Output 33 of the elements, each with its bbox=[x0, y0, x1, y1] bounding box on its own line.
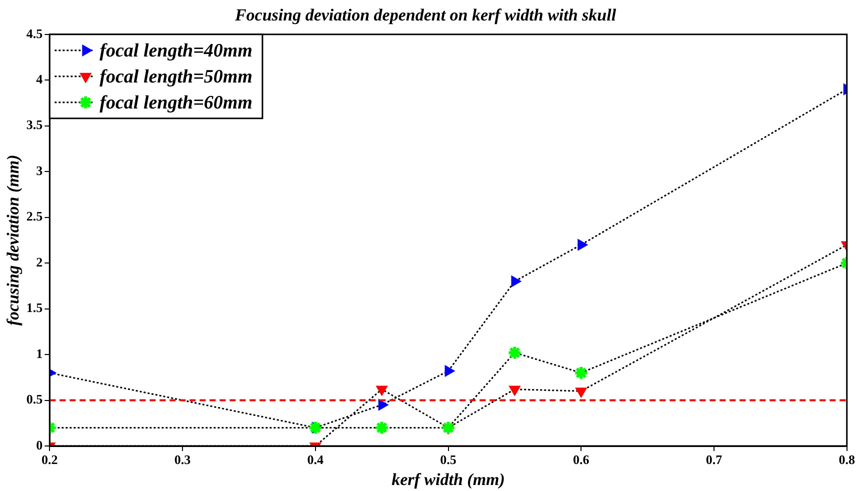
point bbox=[511, 276, 522, 288]
x-tick-label: 0.4 bbox=[307, 452, 324, 468]
x-tick-label: 0.3 bbox=[174, 452, 192, 468]
legend-label: focal length=60mm bbox=[100, 92, 252, 114]
point bbox=[440, 420, 456, 436]
point bbox=[444, 365, 455, 377]
legend-label: focal length=40mm bbox=[100, 40, 252, 62]
point bbox=[507, 345, 522, 360]
chart-title: Focusing deviation dependent on kerf width with skull bbox=[234, 6, 616, 25]
y-tick-label: 0 bbox=[36, 437, 43, 452]
point bbox=[374, 420, 390, 436]
y-tick-label: 4 bbox=[36, 71, 44, 86]
x-tick-label: 0.2 bbox=[42, 452, 58, 468]
y-tick-label: 1 bbox=[36, 346, 43, 361]
y-tick-label: 3 bbox=[36, 162, 44, 178]
y-tick-label: 1.5 bbox=[26, 300, 44, 316]
legend-label: focal length=50mm bbox=[100, 66, 252, 88]
x-tick-label: 0.5 bbox=[440, 452, 457, 468]
point bbox=[376, 386, 388, 396]
point bbox=[575, 388, 587, 398]
x-tick-label: 0.8 bbox=[838, 452, 856, 468]
y-tick-label: 2 bbox=[36, 254, 43, 270]
y-tick-label: 0.5 bbox=[26, 392, 44, 407]
y-tick-label: 2.5 bbox=[26, 208, 44, 224]
point bbox=[509, 386, 520, 396]
y-tick-label: 3.5 bbox=[26, 117, 44, 132]
point bbox=[378, 399, 388, 411]
point bbox=[574, 365, 589, 380]
y-tick-label: 4.5 bbox=[26, 26, 44, 41]
x-tick-label: 0.6 bbox=[573, 452, 590, 468]
y-axis-title: focusing deviation (mm) bbox=[4, 154, 23, 326]
x-axis-title: kerf width (mm) bbox=[392, 470, 505, 490]
x-tick-label: 0.7 bbox=[706, 452, 723, 468]
